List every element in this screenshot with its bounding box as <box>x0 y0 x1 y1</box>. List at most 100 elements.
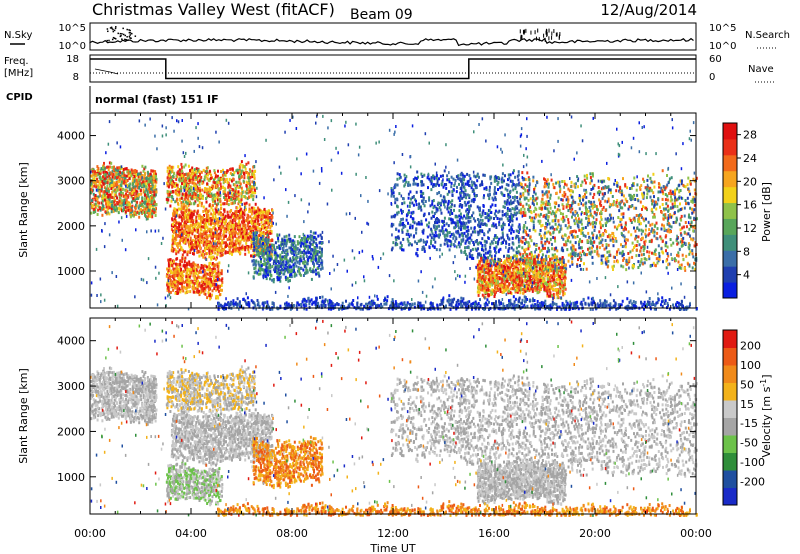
power-point <box>454 240 456 243</box>
power-point <box>169 205 171 208</box>
power-point <box>218 235 220 238</box>
power-point <box>178 191 180 194</box>
power-point <box>208 291 210 294</box>
power-point <box>151 201 153 204</box>
power-point <box>172 223 174 226</box>
power-point <box>403 201 405 204</box>
power-point <box>209 195 211 198</box>
power-point <box>304 260 306 263</box>
power-point <box>228 225 230 228</box>
power-point <box>456 186 458 189</box>
power-point <box>421 248 423 251</box>
power-point <box>234 214 236 217</box>
power-point <box>121 178 123 181</box>
power-point <box>97 201 99 204</box>
power-point <box>175 250 177 253</box>
power-point <box>415 183 417 186</box>
power-point <box>188 278 190 281</box>
power-point <box>202 197 204 200</box>
power-point <box>179 173 181 176</box>
power-point <box>190 264 192 267</box>
power-point <box>225 245 227 248</box>
power-point <box>214 181 216 184</box>
power-point <box>223 190 225 193</box>
power-point <box>215 228 217 231</box>
power-point <box>254 223 256 226</box>
power-point <box>226 169 228 172</box>
power-point <box>108 168 110 171</box>
power-point <box>173 231 175 234</box>
power-point <box>321 251 323 254</box>
power-point <box>198 217 200 220</box>
power-point <box>201 182 203 185</box>
power-point <box>216 237 218 240</box>
power-point <box>119 200 121 203</box>
power-point <box>205 224 207 227</box>
power-point <box>186 283 188 286</box>
power-point <box>208 240 210 243</box>
power-point <box>175 252 177 255</box>
power-point <box>438 191 440 194</box>
power-point <box>445 187 447 190</box>
power-point <box>275 256 277 259</box>
power-point <box>118 211 120 214</box>
freq-left-unit: [MHz] <box>4 68 33 79</box>
power-point <box>216 222 218 225</box>
power-point <box>176 274 178 277</box>
power-point <box>193 272 195 275</box>
power-point <box>449 231 451 234</box>
power-point <box>398 211 400 214</box>
power-point <box>237 169 239 172</box>
power-point <box>223 217 225 220</box>
power-point <box>179 231 181 234</box>
power-point <box>264 216 266 219</box>
power-point <box>203 275 205 278</box>
power-point <box>229 252 231 255</box>
power-point <box>246 202 248 205</box>
power-point <box>138 207 140 210</box>
power-point <box>241 228 243 231</box>
power-point <box>415 232 417 235</box>
power-point <box>176 289 178 292</box>
power-point <box>409 190 411 193</box>
power-point <box>99 206 101 209</box>
power-point <box>203 206 205 209</box>
power-point <box>208 219 210 222</box>
noise-sky-spike <box>120 36 122 38</box>
power-point <box>239 205 241 208</box>
power-point <box>445 200 447 203</box>
power-point <box>125 198 127 201</box>
power-point <box>313 232 315 235</box>
noise-sky-spike <box>126 36 128 38</box>
power-point <box>449 180 451 183</box>
power-point <box>321 242 323 245</box>
power-point <box>284 270 286 273</box>
power-point <box>204 176 206 179</box>
power-point <box>154 186 156 189</box>
power-point <box>275 241 277 244</box>
power-point <box>267 257 269 260</box>
power-point <box>143 185 145 188</box>
power-point <box>249 186 251 189</box>
power-point <box>412 220 414 223</box>
power-point <box>184 186 186 189</box>
cpid-label: CPID <box>6 92 33 103</box>
power-point <box>262 255 264 258</box>
power-point <box>216 210 218 213</box>
power-point <box>434 246 436 249</box>
power-scatter <box>90 115 698 311</box>
power-point <box>277 240 279 243</box>
power-point <box>306 240 308 243</box>
power-point <box>103 182 105 185</box>
power-point <box>295 265 297 268</box>
power-point <box>413 178 415 181</box>
power-point <box>184 230 186 233</box>
power-point <box>428 221 430 224</box>
power-point <box>281 243 283 246</box>
power-point <box>118 172 120 175</box>
power-point <box>102 175 104 178</box>
noise-sky-spike <box>113 31 115 32</box>
power-point <box>262 238 264 241</box>
power-point <box>197 187 199 190</box>
power-point <box>177 226 179 229</box>
